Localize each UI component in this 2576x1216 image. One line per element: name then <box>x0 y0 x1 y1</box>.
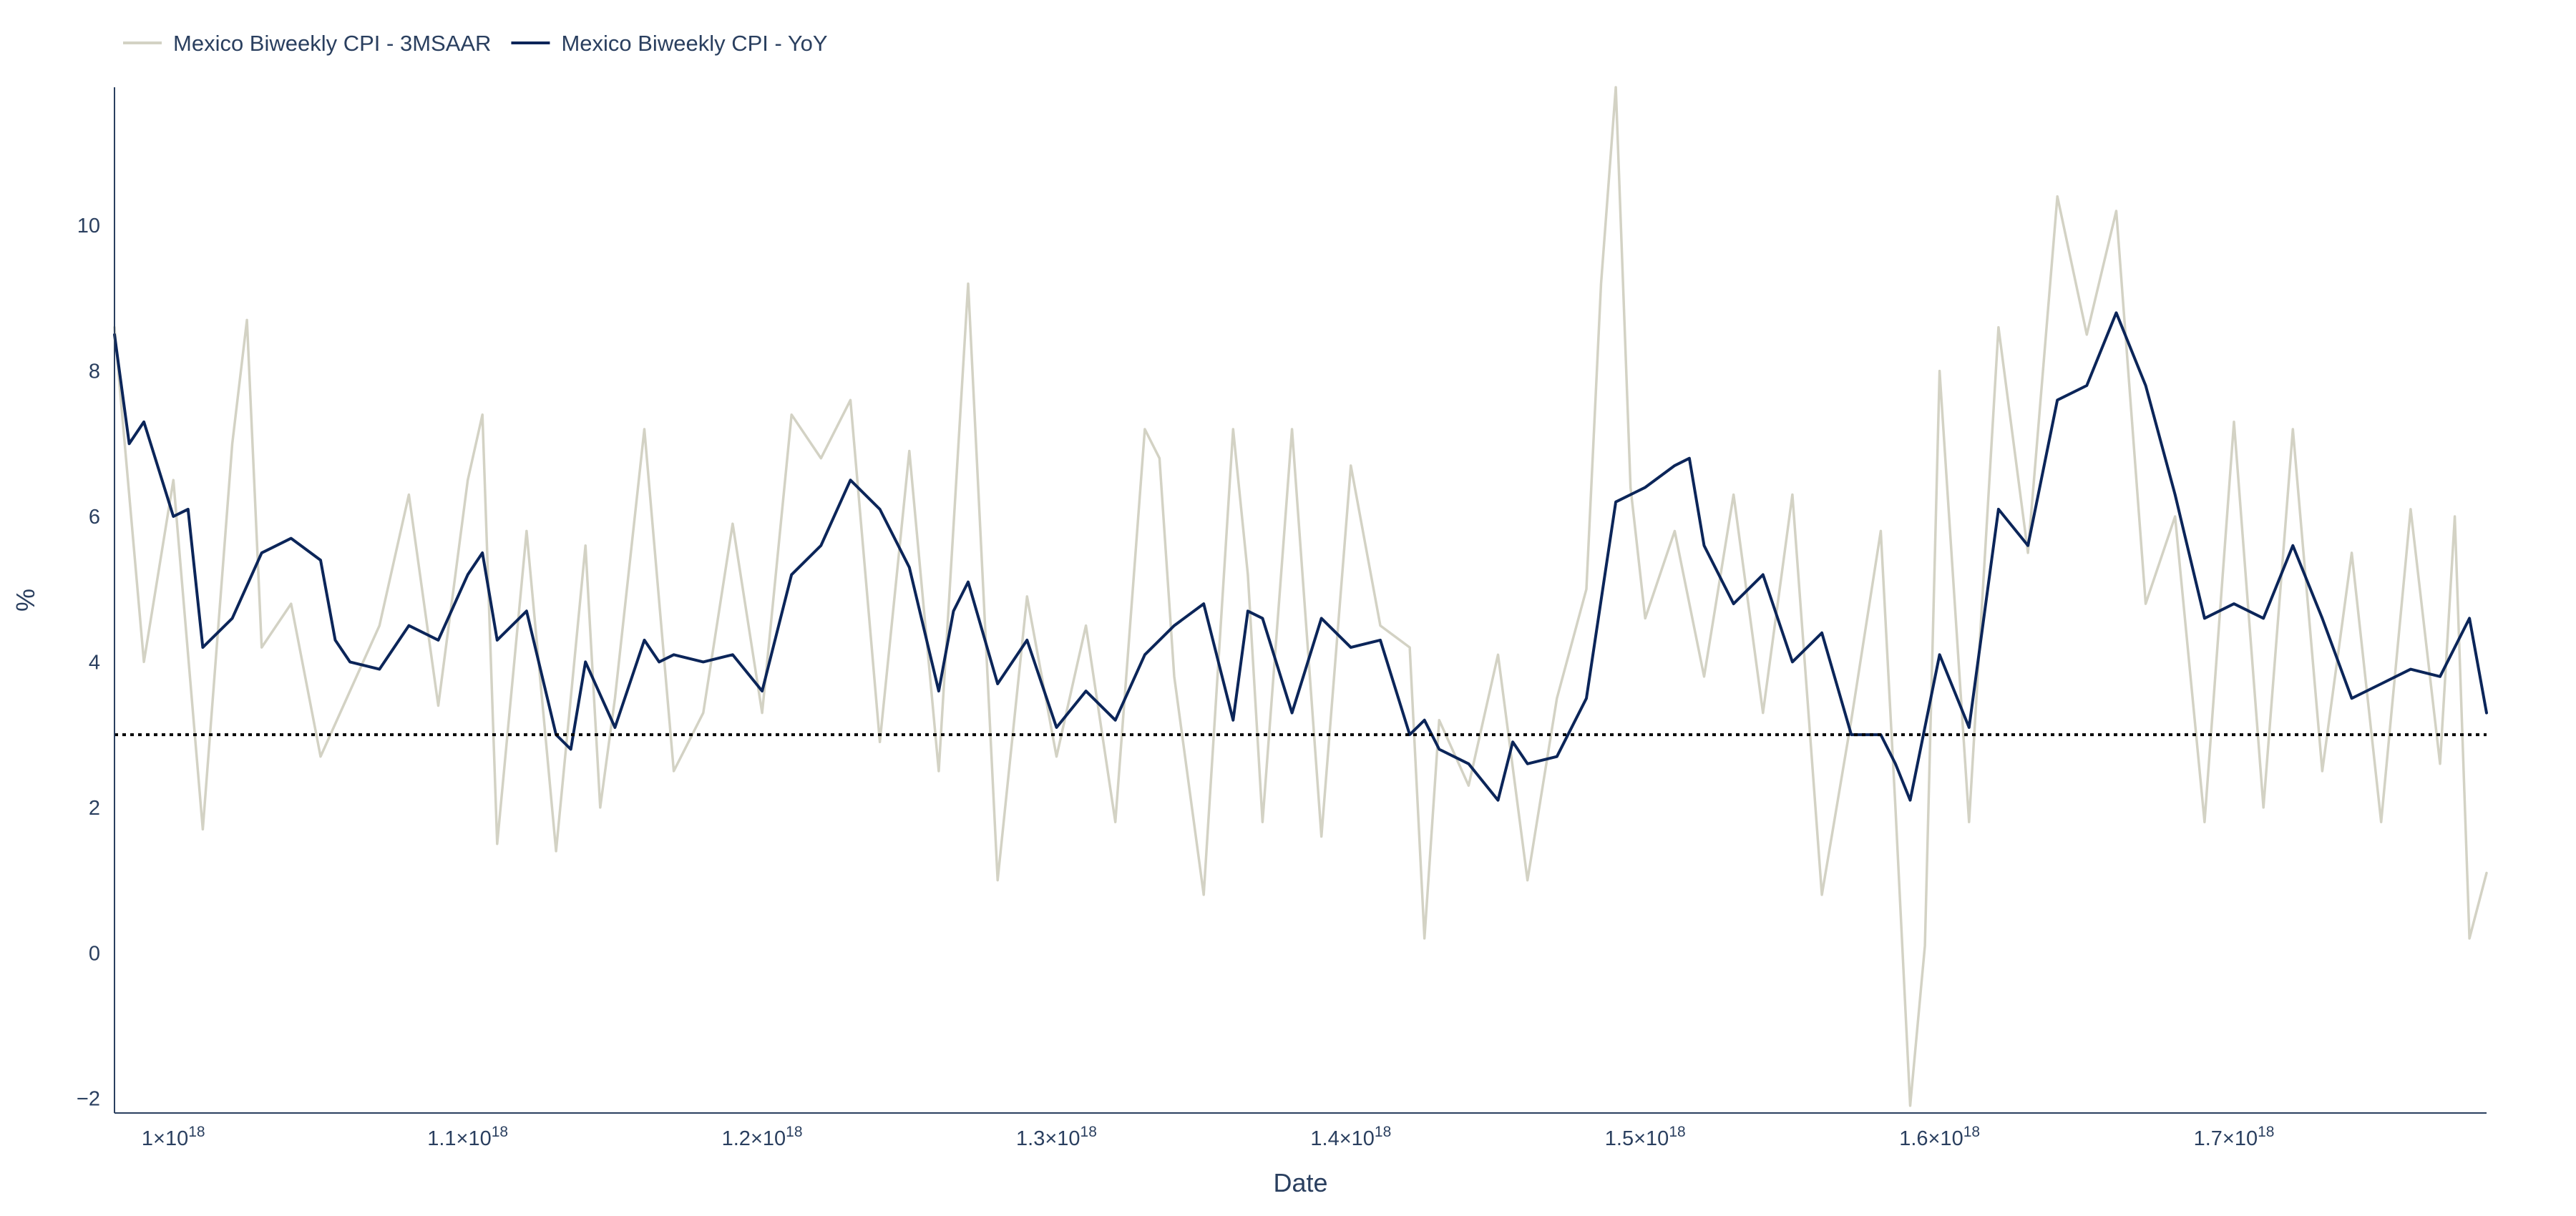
x-tick-label: 1.1×1018 <box>427 1124 508 1150</box>
x-tick-label: 1.2×1018 <box>722 1124 803 1150</box>
series-line-1 <box>113 311 2488 802</box>
x-tick-label: 1.5×1018 <box>1605 1124 1686 1150</box>
y-tick-label: 0 <box>89 942 100 965</box>
x-tick-label: 1.3×1018 <box>1016 1124 1097 1150</box>
x-tick-labels: 1×1018 1.1×1018 1.2×1018 1.3×1018 1.4×1018 1.… <box>142 1124 2275 1150</box>
legend: Mexico Biweekly CPI - 3MSAAR Mexico Biwee… <box>123 31 828 56</box>
y-axis-title: % <box>11 589 40 612</box>
y-tick-label: 4 <box>89 651 100 674</box>
y-tick-label: −2 <box>77 1088 100 1111</box>
x-tick-label: 1.4×1018 <box>1310 1124 1391 1150</box>
y-tick-label: 2 <box>89 797 100 820</box>
legend-label-0: Mexico Biweekly CPI - 3MSAAR <box>173 31 491 56</box>
y-tick-label: 10 <box>77 215 100 237</box>
x-tick-label: 1.7×1018 <box>2194 1124 2275 1150</box>
x-axis-title: Date <box>1273 1168 1327 1197</box>
y-tick-label: 6 <box>89 506 100 529</box>
series-layer <box>113 86 2488 1107</box>
legend-label-1: Mexico Biweekly CPI - YoY <box>561 31 827 56</box>
x-tick-label: 1.6×1018 <box>1899 1124 1980 1150</box>
x-tick-label: 1×1018 <box>142 1124 205 1150</box>
y-tick-label: 8 <box>89 361 100 383</box>
y-tick-labels: −2 0 2 4 6 8 10 <box>77 215 100 1110</box>
axes <box>114 87 2487 1114</box>
series-line-0 <box>113 86 2488 1107</box>
